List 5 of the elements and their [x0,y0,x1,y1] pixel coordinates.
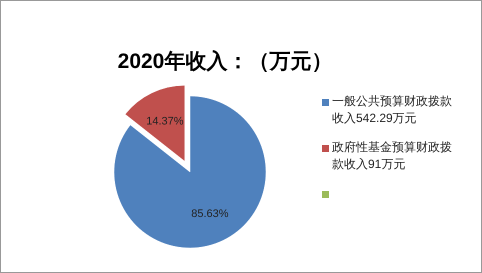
data-label: 85.63% [191,208,229,220]
chart-title: 2020年收入：（万元） [118,50,332,73]
legend-label: 一般公共预算财政拨款收入542.29万元 [332,94,452,125]
legend-label: 政府性基金预算财政拨款收入91万元 [332,140,452,171]
data-label: 14.37% [146,115,184,128]
